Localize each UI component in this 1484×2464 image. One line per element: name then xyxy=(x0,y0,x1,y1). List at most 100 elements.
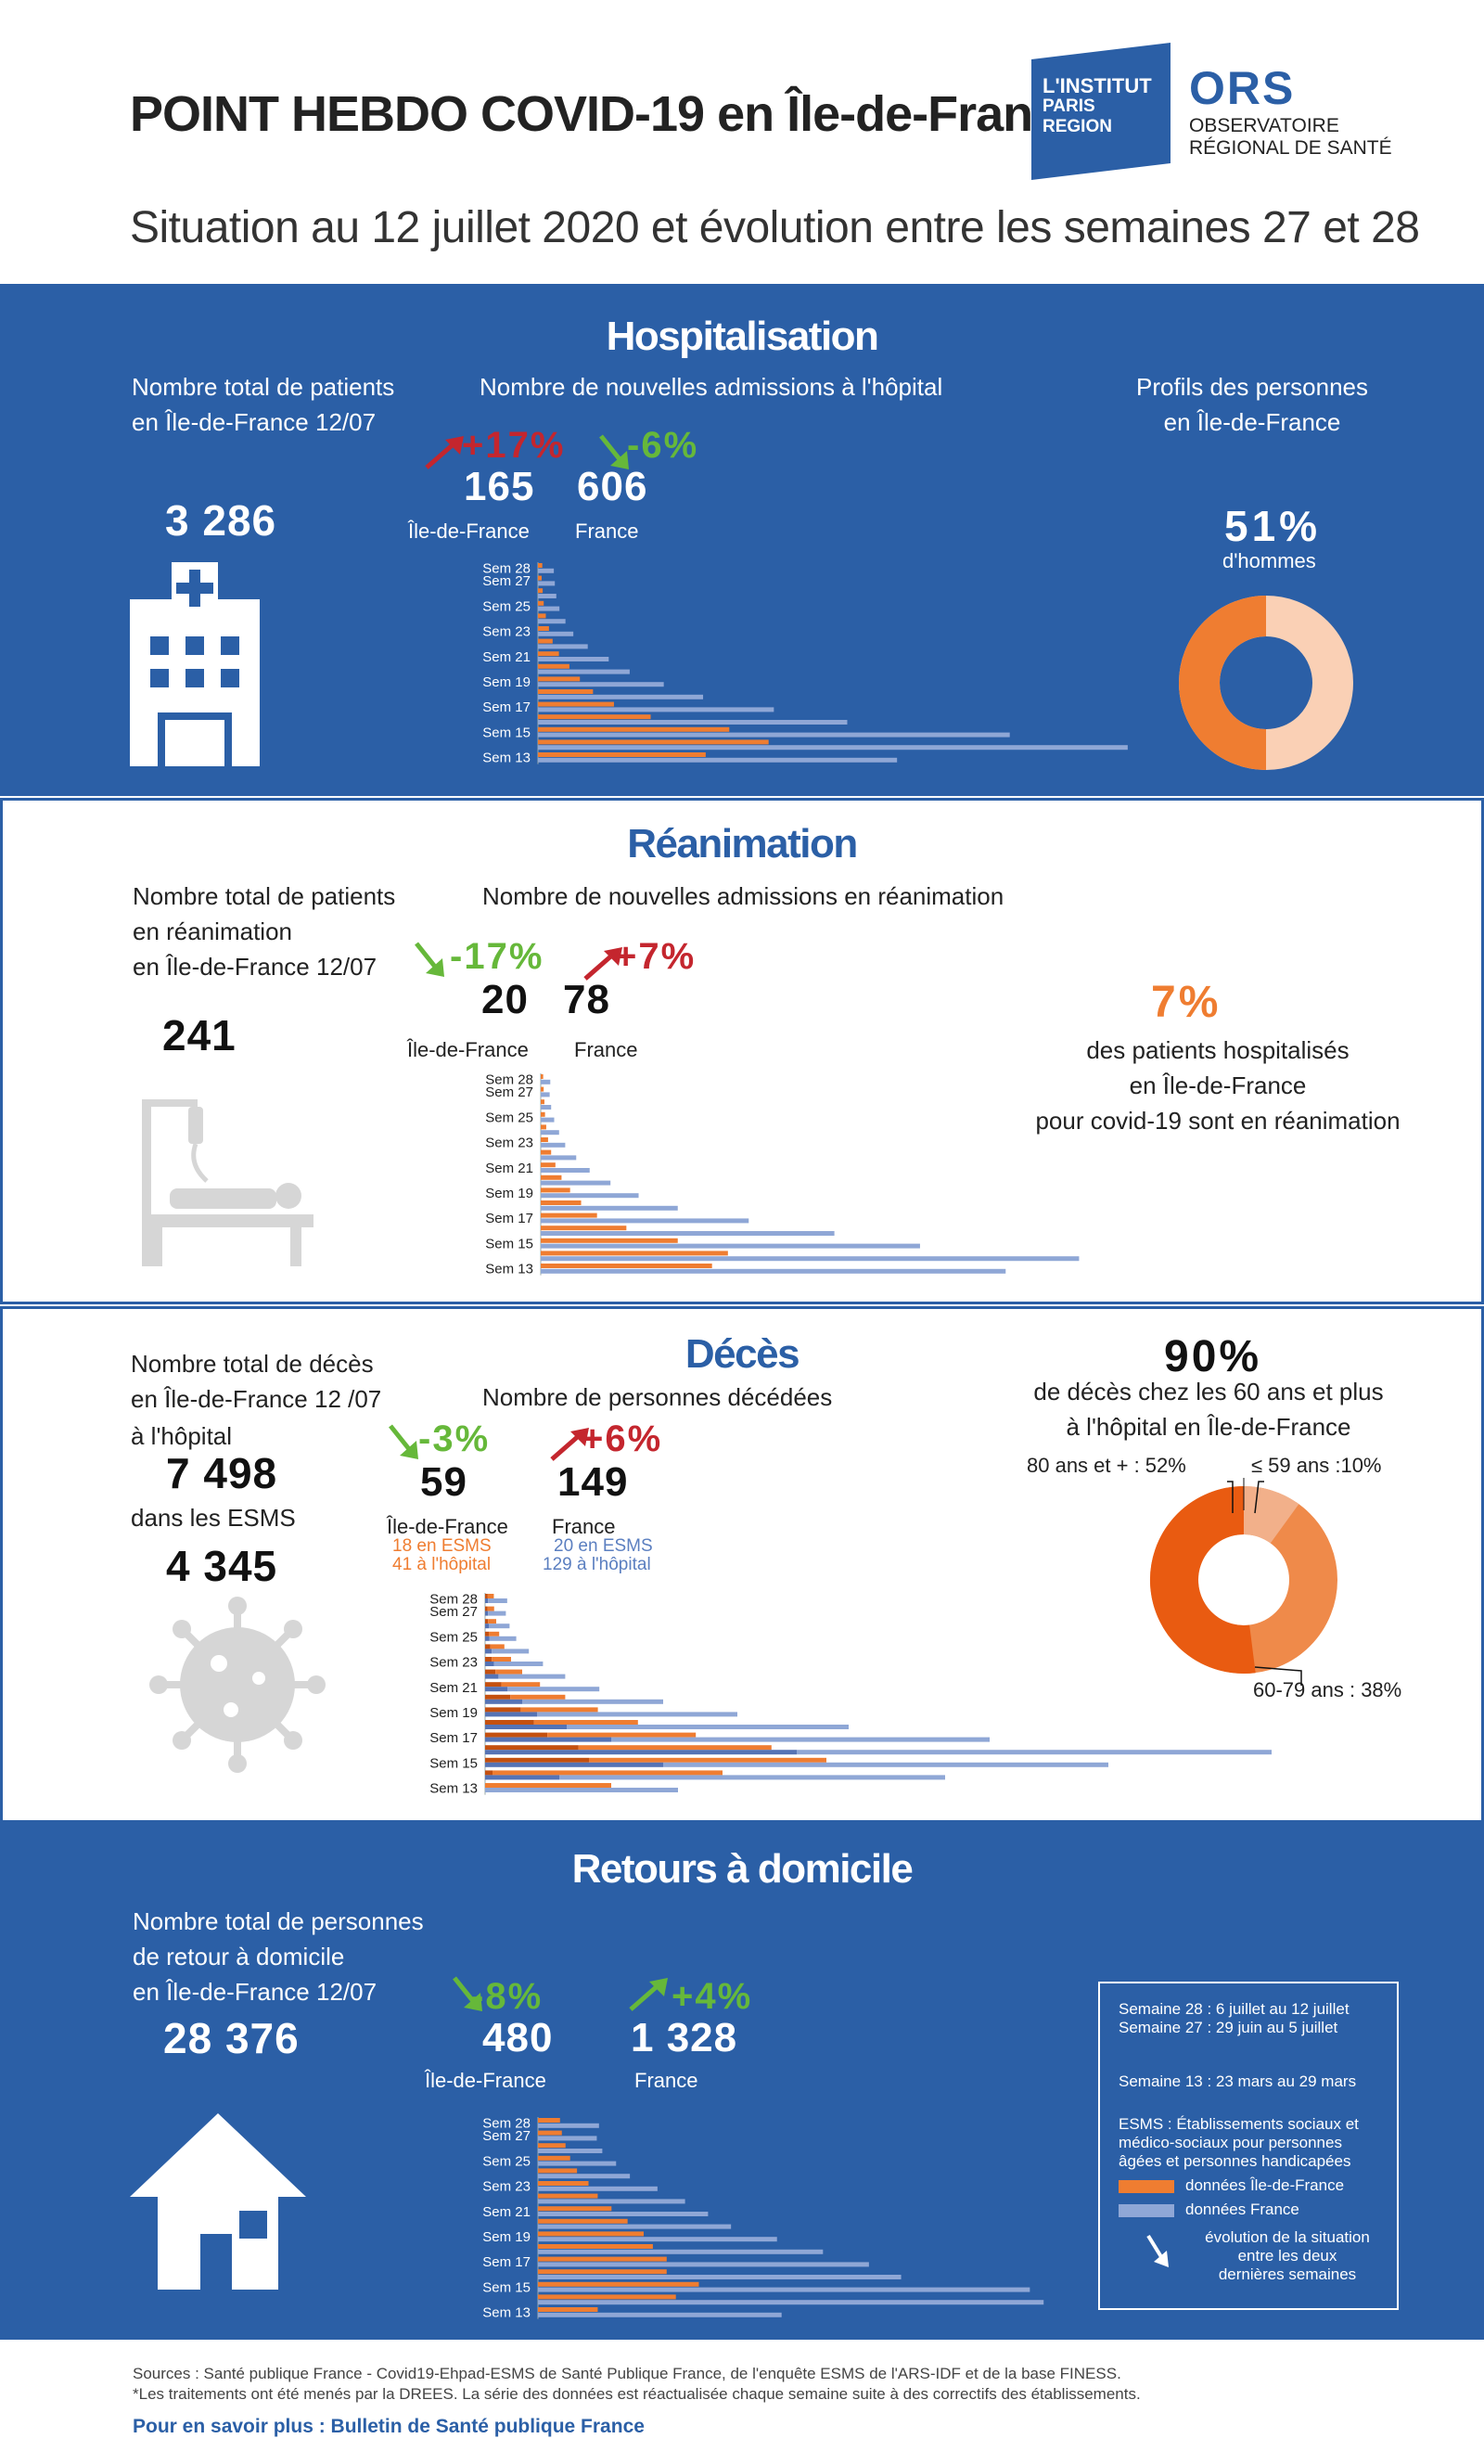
bar-france xyxy=(541,1256,1080,1262)
hospital-bed-icon xyxy=(142,1099,313,1266)
bar-idf xyxy=(538,2118,560,2123)
bar-fr-hospital xyxy=(489,1623,510,1629)
bar-fr-hospital xyxy=(663,1762,1108,1767)
bar-france xyxy=(538,2212,709,2216)
fr-label: France xyxy=(552,1515,616,1538)
bar-fr-esms xyxy=(485,1662,494,1666)
logo-institut-shape xyxy=(1031,43,1171,180)
bar-idf-esms xyxy=(485,1606,488,1611)
bar-fr-esms xyxy=(485,1737,611,1742)
bar-idf xyxy=(538,2281,699,2287)
bar-idf xyxy=(538,689,594,694)
bar-idf xyxy=(538,2256,667,2262)
tick-label: Sem 21 xyxy=(482,649,531,665)
bar-idf xyxy=(538,2193,598,2199)
idf-detail-hospital: 41 à l'hôpital xyxy=(392,1555,492,1574)
bar-idf-hospital xyxy=(501,1682,541,1688)
bar-fr-hospital xyxy=(559,1775,945,1780)
bar-france xyxy=(541,1168,590,1173)
fr-change: -6% xyxy=(627,425,699,466)
bar-france xyxy=(538,745,1128,751)
bar-idf-esms xyxy=(485,1720,534,1725)
tick-label: Sem 28 xyxy=(482,561,531,577)
bar-france xyxy=(538,720,848,725)
logo-institut-line2: PARIS xyxy=(1043,96,1095,116)
total-label-line2: en Île-de-France 12 /07 xyxy=(131,1385,382,1413)
idf-change: -8% xyxy=(471,1976,544,2017)
section-title: Réanimation xyxy=(627,821,858,866)
idf-label: Île-de-France xyxy=(387,1515,508,1538)
tick-label: Sem 13 xyxy=(482,751,531,766)
fr-label: France xyxy=(634,2069,698,2092)
bar-idf xyxy=(541,1162,556,1168)
tick-label: Sem 19 xyxy=(482,674,531,690)
total-label-line2: en réanimation xyxy=(133,918,292,945)
fr-value: 149 xyxy=(557,1459,629,1505)
fr-change: +6% xyxy=(582,1418,663,1459)
bar-idf xyxy=(541,1187,570,1193)
bar-idf xyxy=(538,676,581,682)
bar-fr-esms xyxy=(485,1775,559,1780)
section-title: Retours à domicile xyxy=(571,1846,914,1892)
footer-note: *Les traitements ont été menés par la DR… xyxy=(133,2385,1141,2403)
page-subtitle: Situation au 12 juillet 2020 et évolutio… xyxy=(130,203,1420,252)
bar-idf-esms xyxy=(485,1694,511,1700)
legend-box: Semaine 28 : 6 juillet au 12 juillet Sem… xyxy=(1098,1982,1399,2310)
bar-france xyxy=(538,2287,1030,2292)
bar-fr-hospital xyxy=(498,1674,566,1679)
legend-evolution-line2: entre les deux xyxy=(1237,2247,1337,2265)
total-label-line1: Nombre total de patients xyxy=(133,882,396,910)
logo-institut-line3: REGION xyxy=(1043,117,1112,136)
bar-idf-hospital xyxy=(490,1644,505,1649)
bar-fr-esms xyxy=(485,1750,797,1755)
total-label-line2: en Île-de-France 12/07 xyxy=(132,408,377,436)
legend-swatch-idf xyxy=(1119,2180,1174,2193)
bar-idf xyxy=(541,1226,627,1231)
bar-france xyxy=(541,1142,566,1148)
legend-week-13: Semaine 13 : 23 mars au 29 mars xyxy=(1119,2073,1357,2090)
virus-icon xyxy=(149,1597,326,1773)
bar-idf xyxy=(538,701,614,707)
page-title: POINT HEBDO COVID-19 en Île-de-France xyxy=(130,86,1087,142)
bar-idf-esms xyxy=(485,1657,493,1662)
idf-label: Île-de-France xyxy=(408,520,530,543)
bar-idf-esms xyxy=(485,1770,493,1776)
section-title: Hospitalisation xyxy=(606,314,879,359)
tick-label: Sem 21 xyxy=(485,1161,533,1176)
tick-label: Sem 23 xyxy=(482,624,531,640)
bar-france xyxy=(538,2249,824,2254)
bar-fr-esms xyxy=(485,1623,489,1629)
bar-idf xyxy=(538,752,706,757)
bar-france xyxy=(538,2149,603,2153)
men-label: d'hommes xyxy=(1222,549,1316,572)
section-retours: Retours à domicile Nombre total de perso… xyxy=(0,1820,1484,2340)
bar-france xyxy=(538,568,555,573)
bar-idf xyxy=(541,1099,544,1105)
bar-idf xyxy=(538,638,553,644)
profile-label-line2: en Île-de-France xyxy=(1163,408,1341,436)
bar-idf-hospital xyxy=(489,1631,500,1636)
bar-france xyxy=(538,2262,869,2267)
logo-ors-line1: OBSERVATOIRE xyxy=(1189,115,1339,136)
bar-france xyxy=(538,2312,782,2317)
share-pct: 7% xyxy=(1151,978,1222,1027)
profile-label-line1: Profils des personnes xyxy=(1135,373,1369,401)
arrow-down-icon xyxy=(453,1976,482,2011)
fr-change: +7% xyxy=(615,936,697,977)
total-label-line1: Nombre total de patients xyxy=(132,373,395,401)
bar-idf-esms xyxy=(485,1707,521,1713)
legend-esms-line1: ESMS : Établissements sociaux et xyxy=(1119,2115,1359,2133)
tick-label: Sem 15 xyxy=(485,1236,533,1251)
bar-france xyxy=(538,631,574,636)
arrow-down-icon xyxy=(415,942,444,977)
footer-more-link[interactable]: Pour en savoir plus : Bulletin de Santé … xyxy=(133,2416,645,2437)
hospital-icon xyxy=(130,562,260,766)
bar-idf xyxy=(538,2244,653,2249)
legend-esms-line2: médico-sociaux pour personnes xyxy=(1119,2134,1342,2151)
tick-label: Sem 21 xyxy=(482,2204,531,2220)
bar-fr-hospital xyxy=(485,1788,678,1792)
tick-label: Sem 15 xyxy=(429,1755,478,1771)
tick-label: Sem 28 xyxy=(429,1592,478,1608)
bar-idf xyxy=(541,1137,548,1142)
